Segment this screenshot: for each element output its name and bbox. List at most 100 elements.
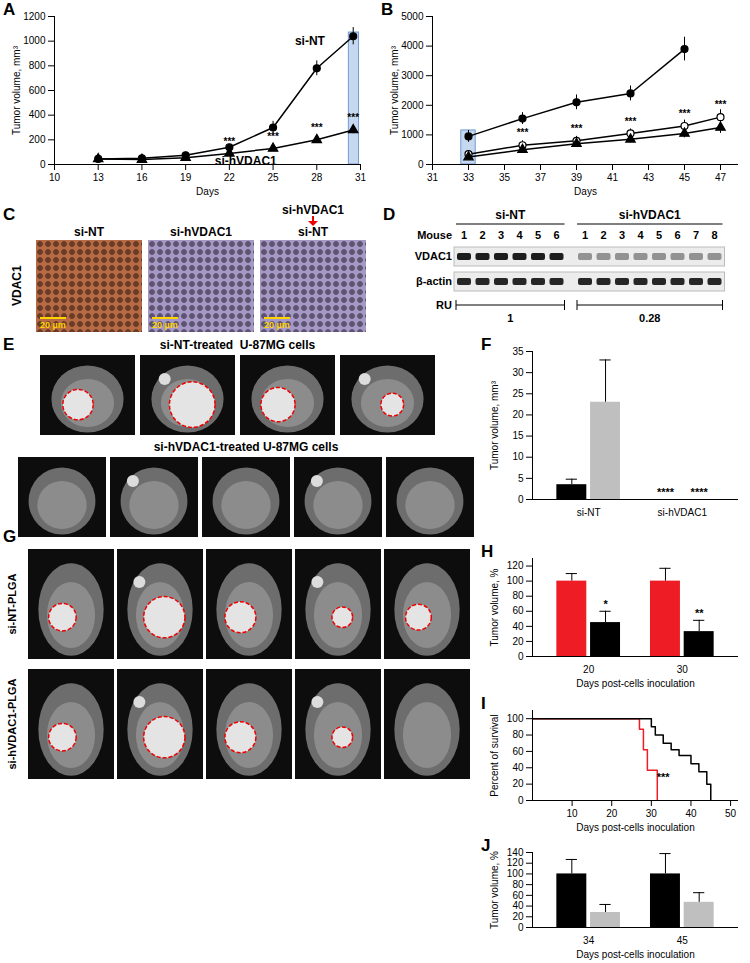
svg-text:5: 5 (518, 473, 524, 484)
svg-text:35: 35 (512, 346, 524, 357)
svg-text:Tumor volume, mm³: Tumor volume, mm³ (389, 45, 400, 135)
svg-text:si-hVDAC1: si-hVDAC1 (215, 154, 277, 168)
svg-text:***: *** (571, 123, 583, 134)
svg-text:100: 100 (507, 575, 524, 586)
svg-text:****: **** (691, 486, 709, 498)
svg-text:30: 30 (677, 664, 689, 675)
svg-text:10: 10 (49, 172, 61, 183)
svg-text:7: 7 (693, 229, 699, 241)
svg-text:37: 37 (535, 172, 547, 183)
svg-text:Days post-cells inoculation: Days post-cells inoculation (576, 822, 694, 833)
svg-text:30: 30 (646, 808, 658, 819)
svg-text:16: 16 (136, 172, 148, 183)
svg-text:60: 60 (512, 746, 524, 757)
svg-text:0: 0 (518, 651, 524, 662)
svg-text:***: *** (517, 127, 529, 138)
svg-text:***: *** (715, 99, 727, 110)
svg-text:Tumor volume, mm³: Tumor volume, mm³ (489, 380, 500, 470)
svg-text:40: 40 (512, 900, 524, 911)
svg-text:si-hVDAC1: si-hVDAC1 (619, 208, 681, 222)
svg-text:20: 20 (512, 778, 524, 789)
svg-text:***: *** (347, 112, 359, 123)
svg-text:***: *** (267, 131, 279, 142)
svg-text:30: 30 (512, 367, 524, 378)
svg-text:**: ** (695, 607, 704, 619)
svg-text:45: 45 (677, 935, 689, 946)
svg-text:80: 80 (512, 729, 524, 740)
svg-text:***: *** (311, 122, 323, 133)
svg-text:100: 100 (507, 713, 524, 724)
svg-text:2: 2 (600, 229, 606, 241)
svg-text:31: 31 (427, 172, 439, 183)
svg-text:5: 5 (535, 229, 541, 241)
svg-text:20: 20 (512, 911, 524, 922)
svg-text:10: 10 (512, 451, 524, 462)
svg-text:3: 3 (619, 229, 625, 241)
svg-text:0: 0 (40, 159, 46, 170)
svg-text:140: 140 (507, 847, 524, 858)
svg-text:10: 10 (567, 808, 579, 819)
svg-text:8: 8 (711, 229, 717, 241)
svg-text:41: 41 (607, 172, 619, 183)
svg-text:1: 1 (582, 229, 588, 241)
svg-text:40: 40 (512, 621, 524, 632)
svg-text:35: 35 (499, 172, 511, 183)
svg-text:1: 1 (461, 229, 467, 241)
svg-text:RU: RU (436, 299, 452, 311)
svg-text:15: 15 (512, 430, 524, 441)
svg-text:***: *** (224, 136, 236, 147)
svg-text:****: **** (657, 486, 675, 498)
svg-text:1: 1 (507, 312, 513, 324)
svg-text:6: 6 (674, 229, 680, 241)
svg-text:13: 13 (93, 172, 105, 183)
svg-text:si-NT: si-NT (495, 208, 526, 222)
svg-text:Mouse: Mouse (417, 229, 452, 241)
svg-text:50: 50 (725, 808, 737, 819)
svg-text:Percent of survival: Percent of survival (489, 714, 500, 796)
svg-text:45: 45 (679, 172, 691, 183)
svg-text:28: 28 (311, 172, 323, 183)
svg-text:25: 25 (268, 172, 280, 183)
svg-text:Tumor volume, %: Tumor volume, % (489, 568, 500, 646)
svg-text:*: * (603, 598, 608, 610)
svg-text:Days post-cells inoculation: Days post-cells inoculation (576, 949, 694, 960)
svg-text:si-hVDAC1-treated U-87MG cells: si-hVDAC1-treated U-87MG cells (154, 440, 339, 454)
svg-text:43: 43 (643, 172, 655, 183)
svg-text:0: 0 (418, 159, 424, 170)
svg-text:Days post-cells inoculation: Days post-cells inoculation (576, 678, 694, 689)
svg-text:Tumor volume, mm³: Tumor volume, mm³ (11, 45, 22, 135)
svg-text:3: 3 (498, 229, 504, 241)
svg-text:Tumor volume, %: Tumor volume, % (489, 851, 500, 929)
svg-text:39: 39 (571, 172, 583, 183)
svg-text:800: 800 (29, 60, 46, 71)
svg-text:si-NT: si-NT (295, 34, 326, 48)
svg-text:si-NT-treated U-87MG cells: si-NT-treated U-87MG cells (160, 338, 316, 352)
svg-text:22: 22 (224, 172, 236, 183)
svg-text:5000: 5000 (401, 11, 424, 22)
svg-text:β-actin: β-actin (416, 275, 452, 287)
svg-text:31: 31 (355, 172, 367, 183)
svg-text:60: 60 (512, 890, 524, 901)
svg-text:60: 60 (512, 605, 524, 616)
svg-text:33: 33 (463, 172, 475, 183)
svg-text:200: 200 (29, 134, 46, 145)
svg-text:6: 6 (553, 229, 559, 241)
svg-text:2000: 2000 (401, 100, 424, 111)
svg-text:80: 80 (512, 590, 524, 601)
svg-text:80: 80 (512, 879, 524, 890)
svg-text:120: 120 (507, 560, 524, 571)
svg-text:20: 20 (512, 409, 524, 420)
svg-text:20: 20 (606, 808, 618, 819)
svg-text:5: 5 (656, 229, 662, 241)
svg-text:Days: Days (574, 186, 597, 197)
svg-text:***: *** (657, 771, 671, 783)
svg-text:VDAC1: VDAC1 (415, 250, 452, 262)
svg-text:20: 20 (512, 636, 524, 647)
svg-text:47: 47 (715, 172, 727, 183)
svg-text:0: 0 (518, 922, 524, 933)
svg-text:100: 100 (507, 868, 524, 879)
svg-text:40: 40 (512, 762, 524, 773)
svg-text:si-NT-PLGA: si-NT-PLGA (6, 573, 18, 634)
svg-text:***: *** (679, 108, 691, 119)
svg-text:120: 120 (507, 857, 524, 868)
